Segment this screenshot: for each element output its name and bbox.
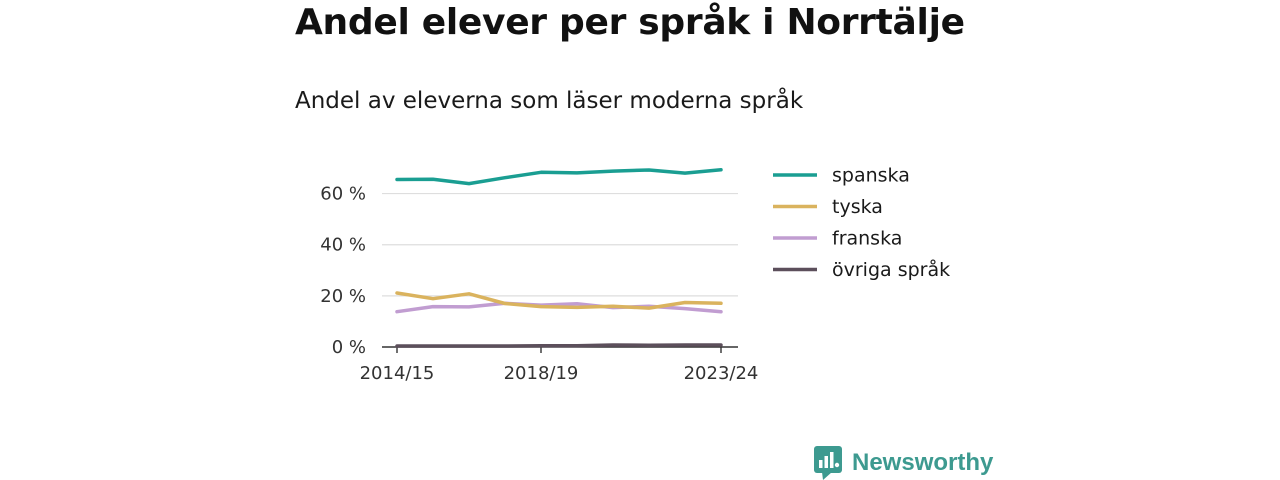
brand-name: Newsworthy bbox=[852, 449, 994, 476]
series-line-2 bbox=[395, 291, 723, 310]
series-line-3 bbox=[395, 301, 723, 314]
legend-label: tyska bbox=[832, 196, 883, 218]
x-tick-label: 2014/15 bbox=[360, 363, 435, 384]
chart-title: Andel elever per språk i Norrtälje bbox=[295, 2, 965, 43]
y-tick-label: 0 % bbox=[332, 337, 366, 358]
legend-label: övriga språk bbox=[832, 258, 950, 281]
y-tick-label: 60 % bbox=[320, 184, 366, 205]
legend-label: franska bbox=[832, 228, 902, 250]
y-tick-label: 40 % bbox=[320, 235, 366, 256]
chart-subtitle: Andel av eleverna som läser moderna språ… bbox=[295, 88, 804, 114]
x-tick-label: 2023/24 bbox=[684, 363, 759, 384]
x-axis-tick-labels: 2014/15 2018/19 2023/24 bbox=[360, 347, 759, 384]
x-tick-label: 2018/19 bbox=[504, 363, 579, 384]
newsworthy-logo-icon bbox=[814, 446, 842, 480]
y-axis-tick-labels: 0 % 20 % 40 % 60 % bbox=[320, 184, 366, 358]
series-line-1 bbox=[395, 168, 723, 186]
series-line-4 bbox=[395, 343, 723, 348]
grid-lines bbox=[382, 192, 738, 297]
legend-label: spanska bbox=[832, 165, 910, 187]
line-chart: 0 % 20 % 40 % 60 % 2014/15 2018/19 2023/24 sp… bbox=[320, 165, 950, 385]
series-lines bbox=[395, 168, 723, 348]
legend: spanska tyska franska övriga språk bbox=[773, 165, 950, 281]
brand-logo: Newsworthy bbox=[814, 446, 993, 480]
y-tick-label: 20 % bbox=[320, 286, 366, 307]
